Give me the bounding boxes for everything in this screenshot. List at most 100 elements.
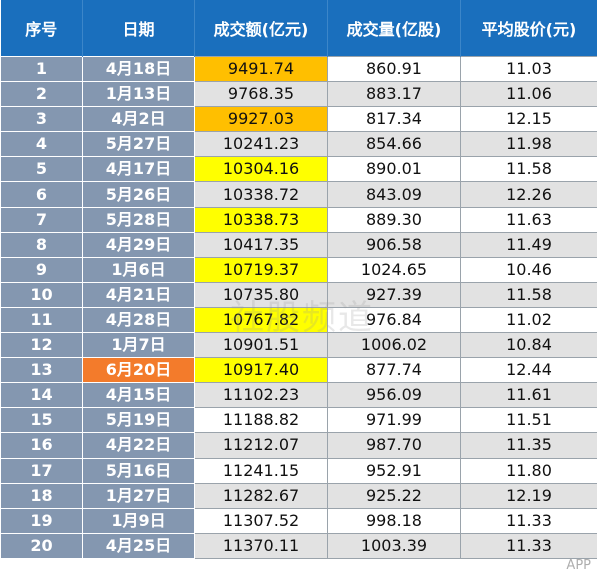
row-price: 12.19: [460, 482, 597, 509]
row-price: 11.58: [460, 281, 597, 308]
header-date: 日期: [82, 0, 195, 57]
row-volume: 854.66: [327, 131, 461, 158]
table-row: 3 4月2日 9927.03 817.34 12.15: [0, 106, 597, 133]
row-price: 11.33: [460, 532, 597, 559]
table-row: 19 1月9日 11307.52 998.18 11.33: [0, 507, 597, 534]
table-row: 10 4月21日 10735.80 927.39 11.58: [0, 281, 597, 308]
row-price: 10.84: [460, 332, 597, 359]
row-amount: 11188.82: [194, 407, 328, 434]
row-amount: 10241.23: [194, 131, 328, 158]
row-index: 14: [0, 382, 83, 409]
table-row: 16 4月22日 11212.07 987.70 11.35: [0, 432, 597, 459]
row-index: 8: [0, 231, 83, 258]
row-date: 1月13日: [82, 81, 195, 108]
row-volume: 890.01: [327, 156, 461, 183]
row-index: 16: [0, 432, 83, 459]
row-date: 4月21日: [82, 281, 195, 308]
row-volume: 843.09: [327, 181, 461, 208]
row-price: 11.58: [460, 156, 597, 183]
header-index: 序号: [0, 0, 83, 57]
row-index: 4: [0, 131, 83, 158]
row-volume: 927.39: [327, 281, 461, 308]
row-amount: 11241.15: [194, 457, 328, 484]
row-date: 4月2日: [82, 106, 195, 133]
row-amount: 10735.80: [194, 281, 328, 308]
row-index: 19: [0, 507, 83, 534]
row-date: 4月25日: [82, 532, 195, 559]
row-volume: 956.09: [327, 382, 461, 409]
row-volume: 925.22: [327, 482, 461, 509]
row-price: 12.15: [460, 106, 597, 133]
row-index: 20: [0, 532, 83, 559]
row-price: 11.33: [460, 507, 597, 534]
row-date: 5月28日: [82, 206, 195, 233]
row-date: 4月29日: [82, 231, 195, 258]
table-row: 1 4月18日 9491.74 860.91 11.03: [0, 55, 597, 83]
table-row: 11 4月28日 10767.82 976.84 11.02: [0, 306, 597, 334]
table-row: 12 1月7日 10901.51 1006.02 10.84: [0, 332, 597, 359]
row-index: 10: [0, 281, 83, 308]
row-volume: 987.70: [327, 432, 461, 459]
row-price: 12.26: [460, 181, 597, 208]
row-date: 4月28日: [82, 306, 195, 334]
corner-mark: APP: [566, 558, 591, 573]
table-row: 20 4月25日 11370.11 1003.39 11.33: [0, 532, 597, 559]
row-index: 18: [0, 482, 83, 509]
header-volume: 成交量(亿股): [327, 0, 461, 57]
row-date: 5月16日: [82, 457, 195, 484]
row-amount: 11102.23: [194, 382, 328, 409]
row-price: 11.06: [460, 81, 597, 108]
row-date: 1月27日: [82, 482, 195, 509]
row-volume: 860.91: [327, 55, 461, 83]
row-index: 13: [0, 357, 83, 384]
row-amount: 10338.73: [194, 206, 328, 233]
row-volume: 1003.39: [327, 532, 461, 559]
row-price: 11.63: [460, 206, 597, 233]
row-volume: 906.58: [327, 231, 461, 258]
row-index: 1: [0, 55, 83, 83]
row-price: 11.51: [460, 407, 597, 434]
row-amount: 11370.11: [194, 532, 328, 559]
row-date: 4月18日: [82, 55, 195, 83]
row-date: 4月22日: [82, 432, 195, 459]
row-amount: 10901.51: [194, 332, 328, 359]
table-row: 18 1月27日 11282.67 925.22 12.19: [0, 482, 597, 509]
table-row: 6 5月26日 10338.72 843.09 12.26: [0, 181, 597, 208]
table-row: 9 1月6日 10719.37 1024.65 10.46: [0, 256, 597, 283]
row-index: 11: [0, 306, 83, 334]
row-volume: 883.17: [327, 81, 461, 108]
row-amount: 10417.35: [194, 231, 328, 258]
row-volume: 817.34: [327, 106, 461, 133]
row-price: 12.44: [460, 357, 597, 384]
row-amount: 9927.03: [194, 106, 328, 133]
row-volume: 998.18: [327, 507, 461, 534]
row-price: 11.80: [460, 457, 597, 484]
row-price: 11.49: [460, 231, 597, 258]
row-price: 10.46: [460, 256, 597, 283]
table-row: 5 4月17日 10304.16 890.01 11.58: [0, 156, 597, 183]
row-price: 11.03: [460, 55, 597, 83]
row-index: 2: [0, 81, 83, 108]
row-price: 11.98: [460, 131, 597, 158]
table-row: 14 4月15日 11102.23 956.09 11.61: [0, 382, 597, 409]
row-date: 4月17日: [82, 156, 195, 183]
header-amount: 成交额(亿元): [194, 0, 328, 57]
table-row: 2 1月13日 9768.35 883.17 11.06: [0, 81, 597, 108]
row-volume: 971.99: [327, 407, 461, 434]
row-volume: 1024.65: [327, 256, 461, 283]
row-index: 15: [0, 407, 83, 434]
row-date: 5月19日: [82, 407, 195, 434]
row-amount: 11282.67: [194, 482, 328, 509]
row-amount: 11307.52: [194, 507, 328, 534]
row-volume: 952.91: [327, 457, 461, 484]
row-index: 6: [0, 181, 83, 208]
row-date: 1月9日: [82, 507, 195, 534]
row-date: 6月20日: [82, 357, 195, 384]
row-amount: 10719.37: [194, 256, 328, 283]
row-index: 5: [0, 156, 83, 183]
table-row: 15 5月19日 11188.82 971.99 11.51: [0, 407, 597, 434]
row-amount: 10917.40: [194, 357, 328, 384]
row-amount: 9768.35: [194, 81, 328, 108]
row-volume: 877.74: [327, 357, 461, 384]
table-row: 7 5月28日 10338.73 889.30 11.63: [0, 206, 597, 233]
